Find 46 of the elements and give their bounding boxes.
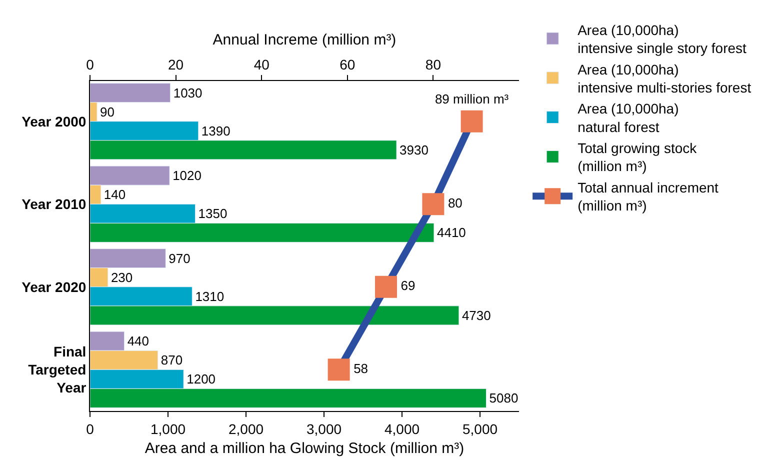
data-label: 4730 xyxy=(462,308,491,323)
point xyxy=(460,110,483,132)
x2-tick-label: 80 xyxy=(425,56,442,72)
data-label: 4410 xyxy=(436,225,466,240)
data-label: 970 xyxy=(168,250,190,266)
data-label: 1030 xyxy=(173,85,202,100)
x2-tick-label: 0 xyxy=(86,56,94,72)
data-label: 80 xyxy=(448,195,462,210)
x2-tick-label: 40 xyxy=(254,56,270,72)
x2-axis-title: Annual Increme (million m³) xyxy=(212,32,396,49)
y-tick-label: Year 2010 xyxy=(22,196,86,212)
data-label: 1350 xyxy=(198,206,228,222)
data-label: 1310 xyxy=(195,288,224,304)
data-label: 5080 xyxy=(489,390,518,406)
data-label: 140 xyxy=(104,187,126,202)
x-tick-label: 4,000 xyxy=(384,420,420,437)
x-tick-label: 0 xyxy=(86,420,94,437)
data-label: 1390 xyxy=(201,123,230,138)
data-label: 440 xyxy=(127,334,150,349)
y-tick-label: Year 2020 xyxy=(22,278,86,295)
data-label: 1200 xyxy=(186,372,216,387)
legend-label: Area (10,000ha) intensive multi-stories forest xyxy=(578,61,752,96)
data-label: 1020 xyxy=(172,168,202,184)
point xyxy=(328,358,350,381)
x-tick-label: 1,000 xyxy=(150,420,186,437)
x2-tick-label: 20 xyxy=(168,56,184,72)
y-tick-label: Final Targeted Year xyxy=(28,343,87,396)
legend-label: Area (10,000ha) intensive single story forest xyxy=(578,22,747,56)
x-tick-label: 3,000 xyxy=(306,420,342,437)
data-label: 3930 xyxy=(400,142,428,158)
data-label: 69 xyxy=(400,278,416,294)
data-label: 90 xyxy=(100,104,114,120)
x-tick-label: 5,000 xyxy=(462,420,498,437)
data-label: 230 xyxy=(110,270,133,285)
point xyxy=(375,276,398,298)
data-label: 58 xyxy=(354,360,368,376)
legend-label: Area (10,000ha) natural forest xyxy=(578,100,679,135)
x2-tick-label: 60 xyxy=(340,56,356,72)
y-tick-label: Year 2000 xyxy=(22,113,86,130)
point xyxy=(422,193,444,216)
legend-label: Total annual increment (million m³) xyxy=(578,179,719,214)
data-label: 870 xyxy=(160,352,183,368)
x-tick-label: 2,000 xyxy=(228,420,264,437)
data-label: 89 million m³ xyxy=(434,91,510,106)
legend-label: Total growing stock (million m³) xyxy=(578,140,698,174)
x-axis-title: Area and a million ha Glowing Stock (million m³) xyxy=(144,440,464,457)
